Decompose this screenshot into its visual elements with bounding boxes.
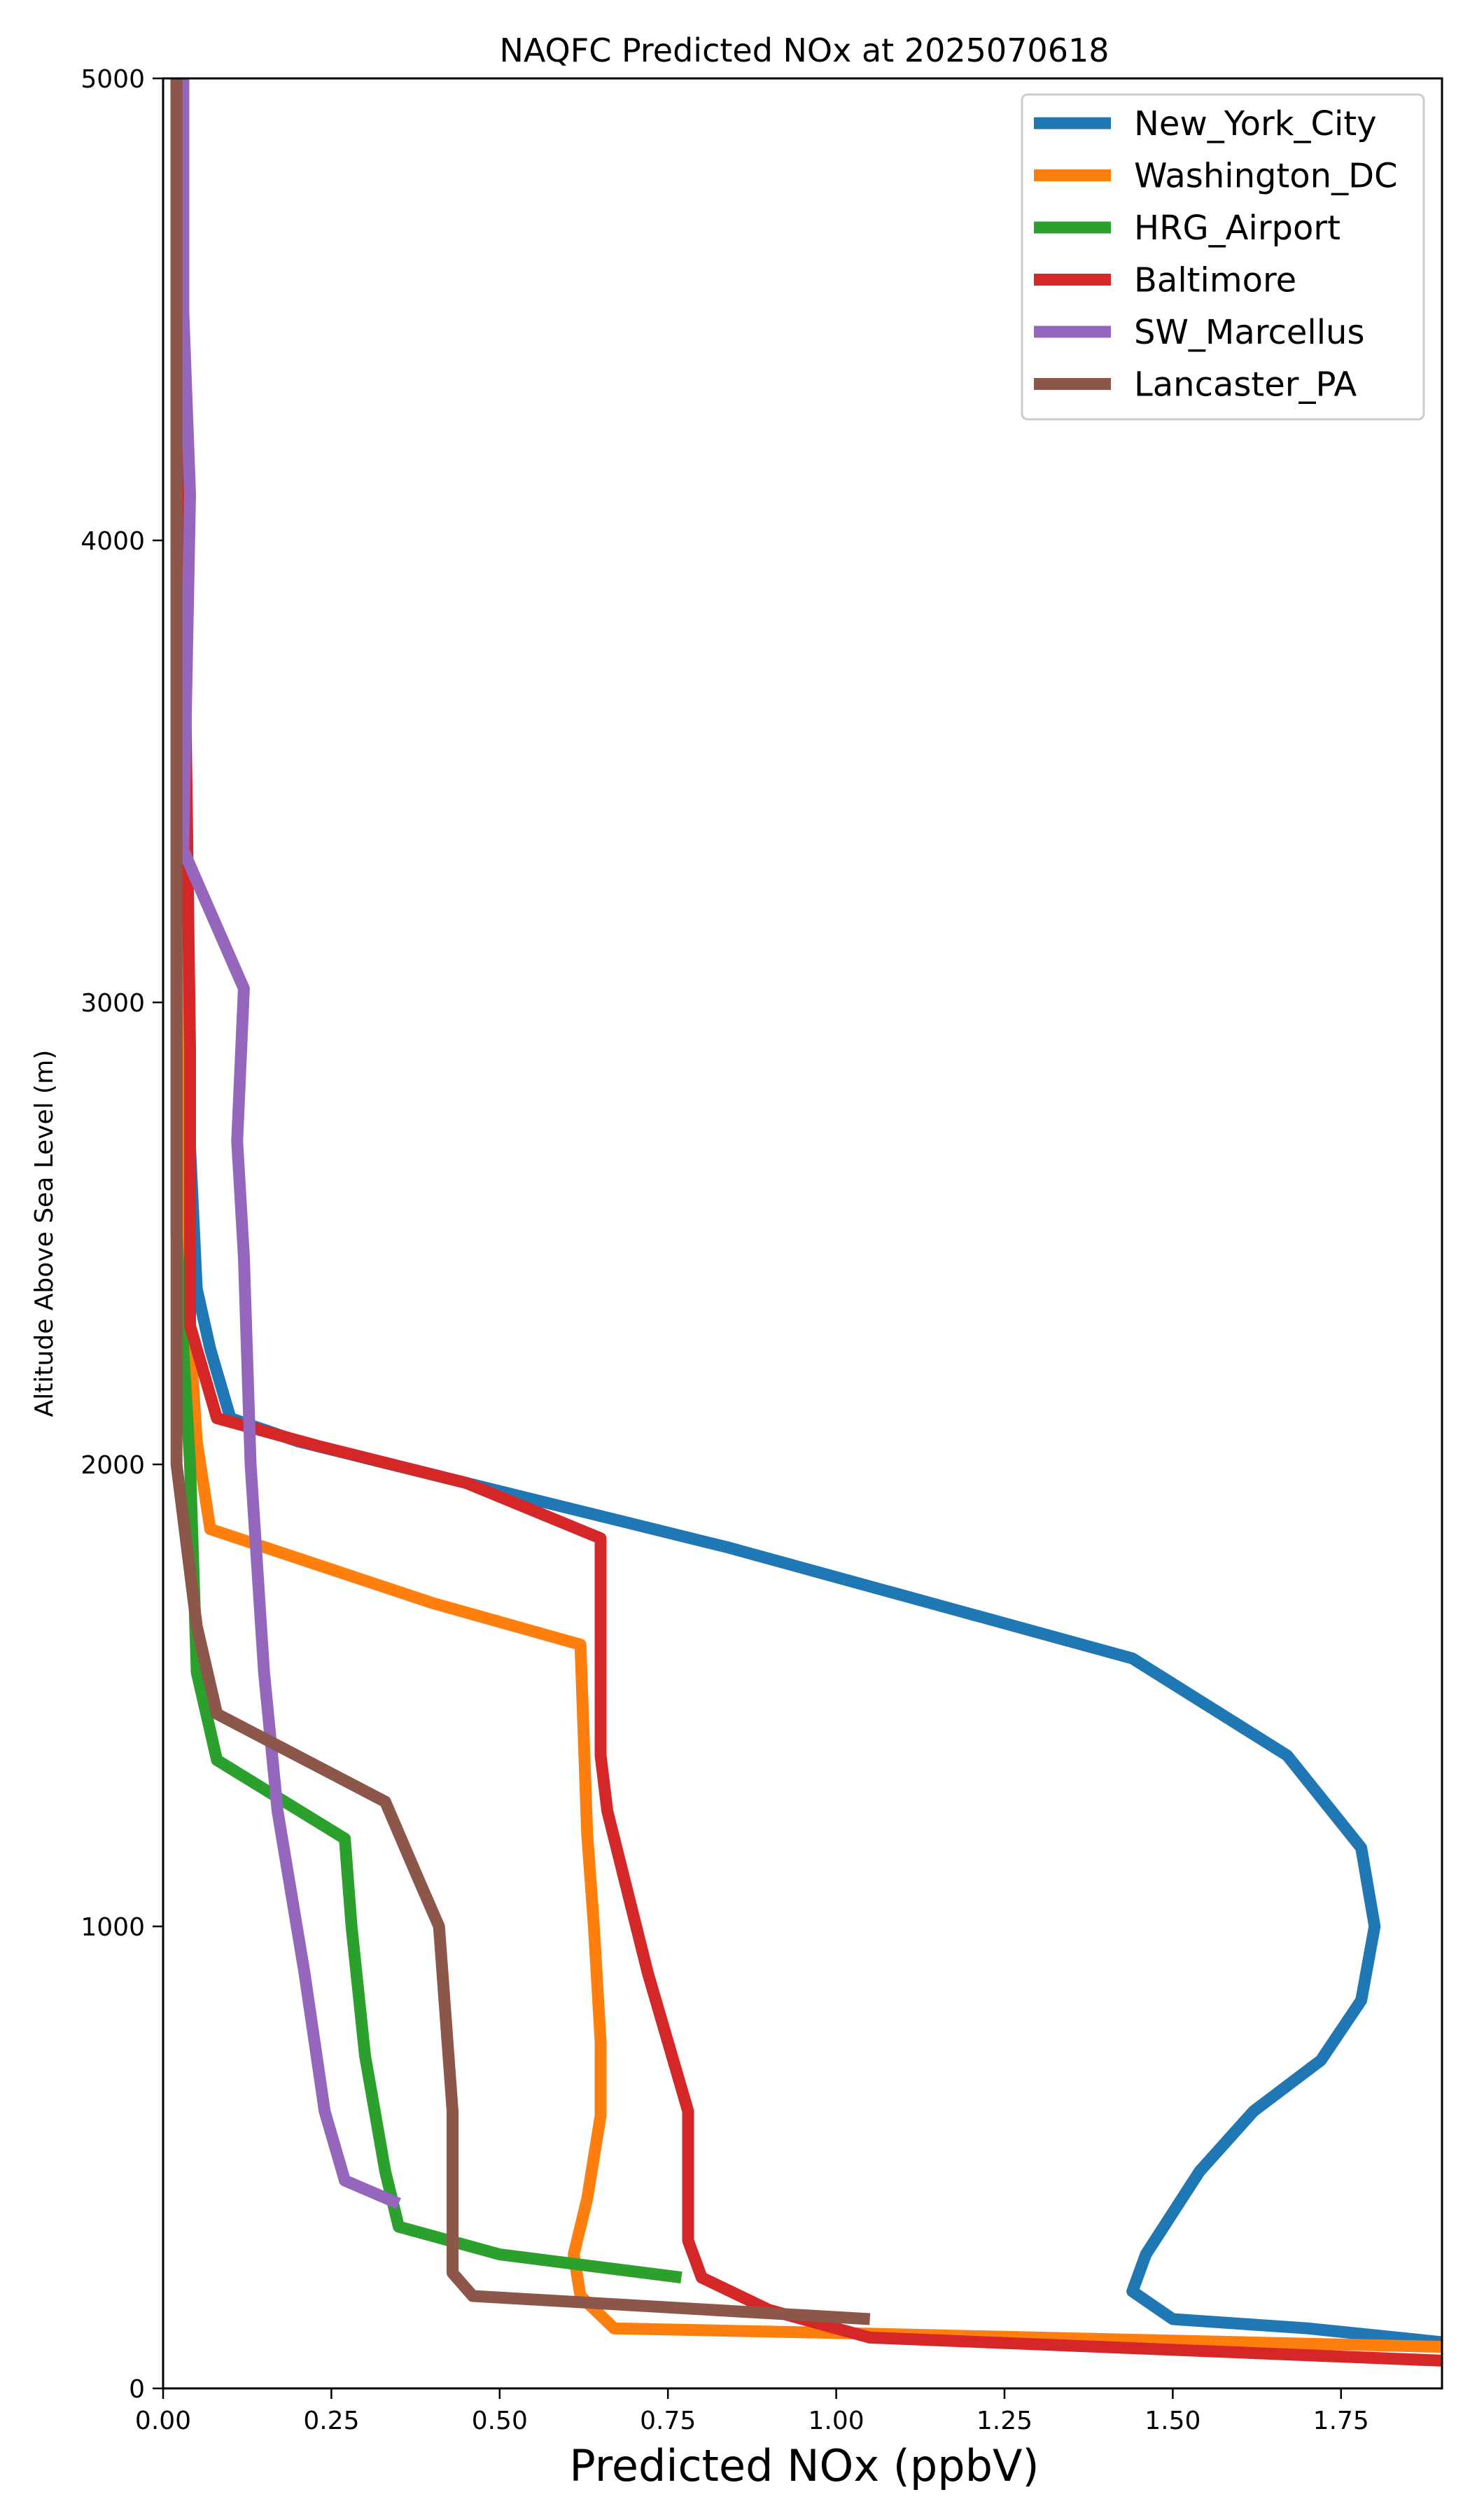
plot-frame <box>162 77 1443 2390</box>
y-tick-label: 5000 <box>80 65 145 94</box>
x-tick-label: 0.75 <box>640 2407 696 2435</box>
x-axis: 0.00 0.25 0.50 0.75 1.00 1.25 1.50 1.75 <box>135 2388 1369 2435</box>
legend-label: Washington_DC <box>1134 157 1398 196</box>
y-tick-label: 1000 <box>80 1913 145 1942</box>
x-tick-label: 0.50 <box>472 2407 528 2435</box>
x-tick-label: 0.25 <box>303 2407 359 2435</box>
series-line-lancaster-pa <box>170 78 871 2325</box>
x-tick-label: 0.00 <box>135 2407 191 2435</box>
legend: New_York_City Washington_DC HRG_Airport Bal… <box>1021 93 1425 421</box>
y-tick-label: 4000 <box>80 527 145 556</box>
legend-label: New_York_City <box>1134 104 1377 144</box>
y-axis: 0 1000 2000 3000 4000 5000 <box>80 65 163 2404</box>
x-tick-label: 1.00 <box>808 2407 864 2435</box>
x-tick-label: 1.75 <box>1313 2407 1369 2435</box>
y-tick-label: 2000 <box>80 1451 145 1480</box>
legend-box <box>1021 93 1425 421</box>
x-tick-label: 1.25 <box>976 2407 1032 2435</box>
series-line-sw-marcellus <box>177 78 401 2209</box>
legend-label: SW_Marcellus <box>1134 313 1364 352</box>
series-line-new-york-city <box>170 78 1442 2348</box>
series-line-baltimore <box>177 78 1442 2367</box>
legend-label: Lancaster_PA <box>1134 365 1357 405</box>
legend-label: Baltimore <box>1134 261 1296 300</box>
x-tick-label: 1.50 <box>1144 2407 1200 2435</box>
y-tick-label: 3000 <box>80 989 145 1018</box>
series-layer <box>170 78 1442 2367</box>
legend-label: HRG_Airport <box>1134 209 1340 248</box>
y-axis-label: Altitude Above Sea Level (m) <box>30 1050 59 1418</box>
chart-title: NAQFC Predicted NOx at 2025070618 <box>499 31 1109 69</box>
y-tick-label: 0 <box>129 2375 145 2404</box>
x-axis-label: Predicted NOx (ppbV) <box>569 2440 1039 2491</box>
